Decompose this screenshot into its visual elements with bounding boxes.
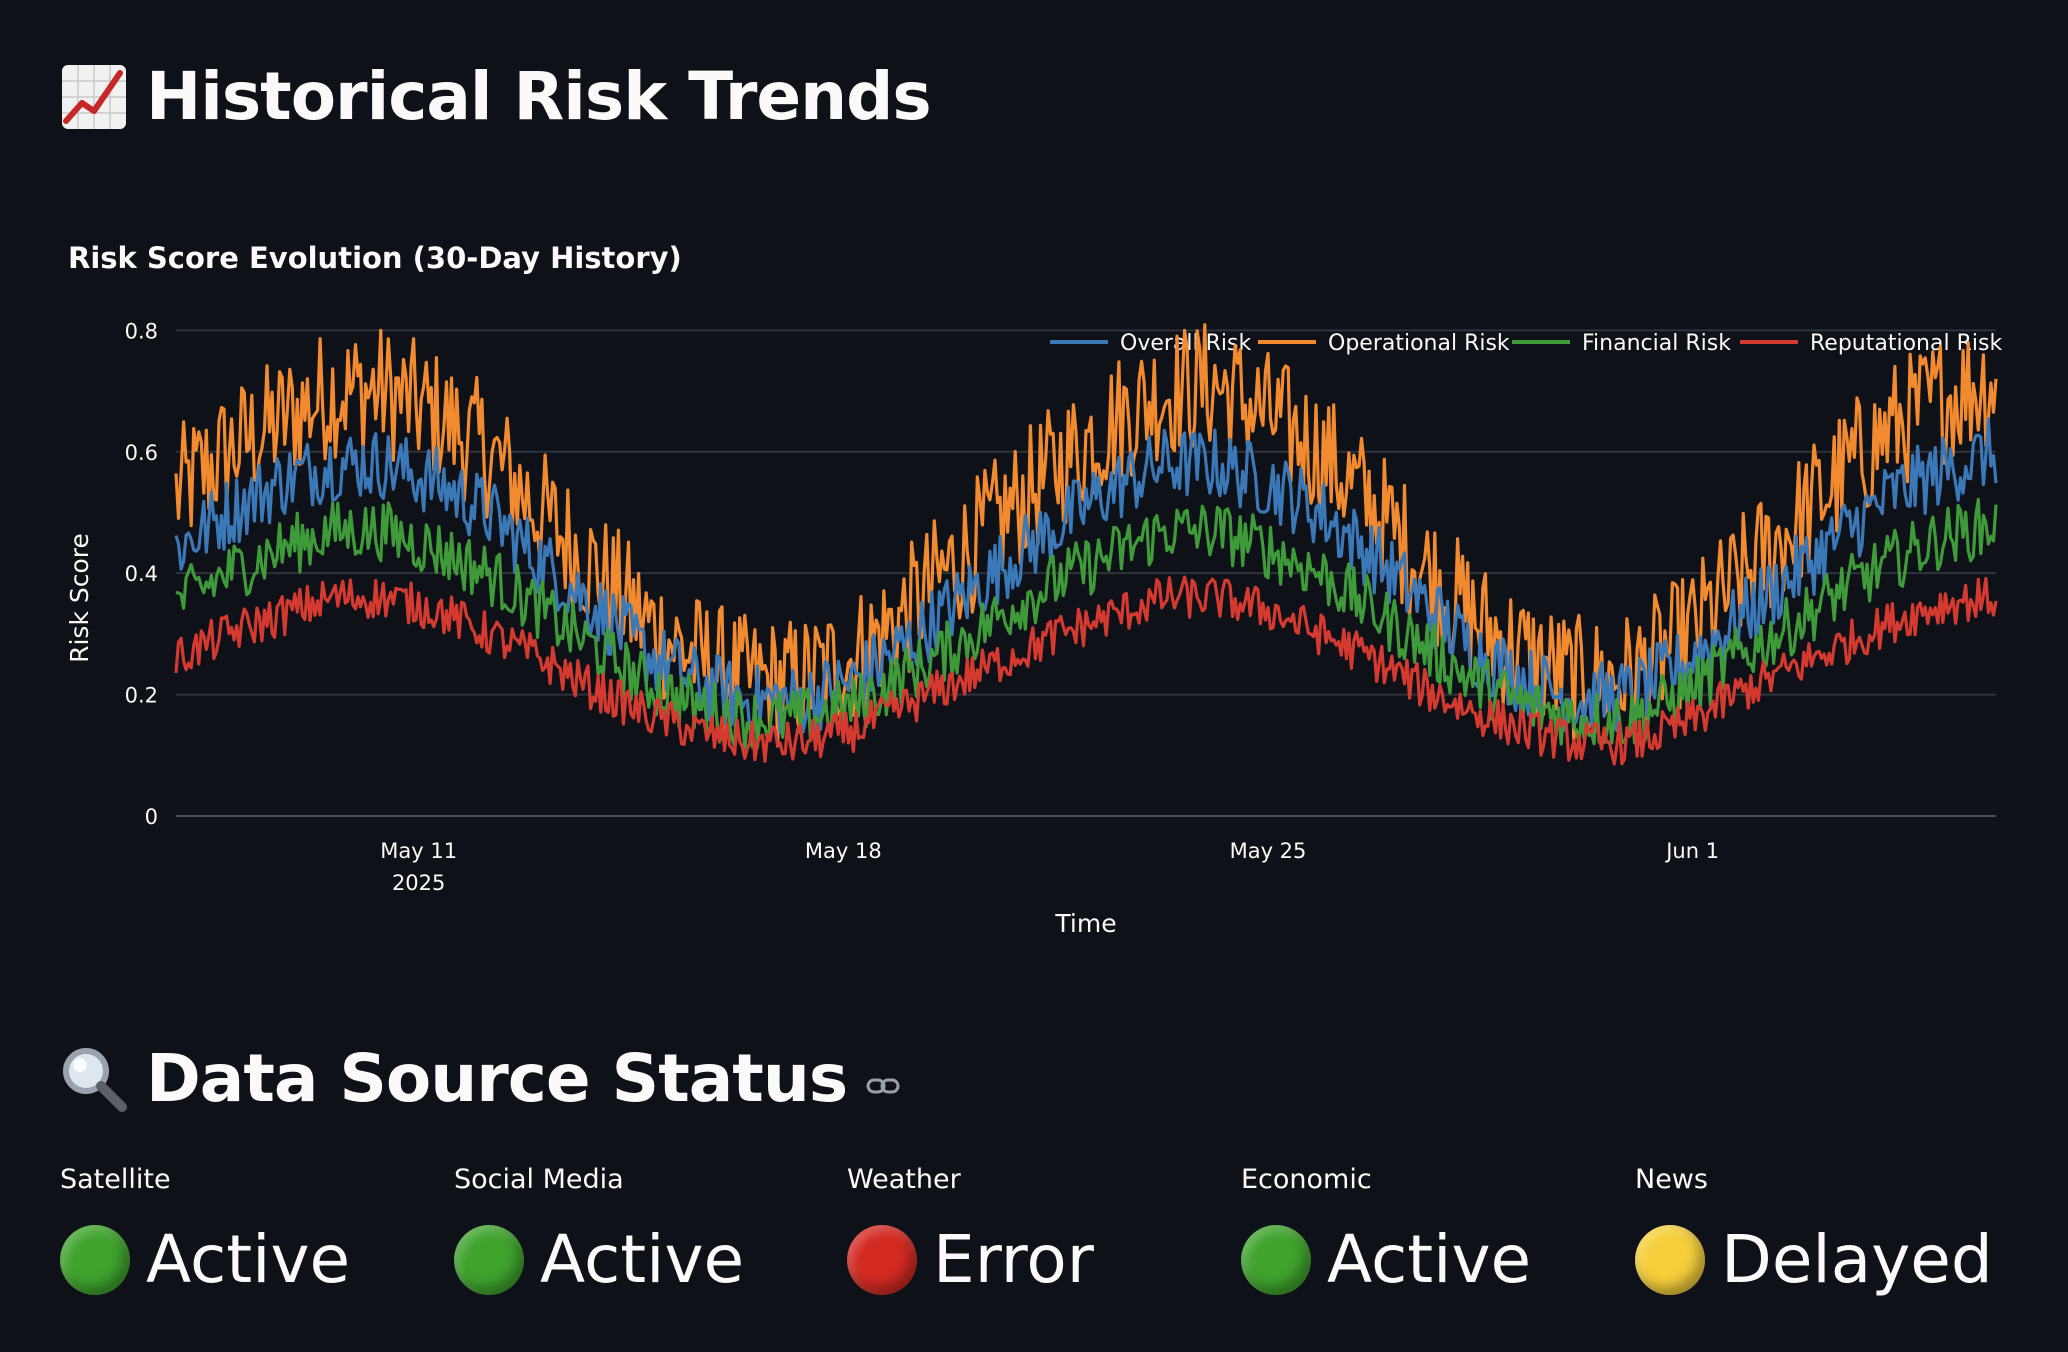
y-tick-label: 0.6: [125, 441, 158, 465]
legend-item[interactable]: Reputational Risk: [1810, 331, 2002, 356]
chart-series: [174, 323, 1998, 766]
legend-item[interactable]: Operational Risk: [1328, 331, 1510, 356]
chart-increasing-icon: [62, 64, 126, 129]
green-circle-icon: [454, 1224, 524, 1295]
series-line: [175, 497, 1998, 750]
y-axis-label: Risk Score: [65, 533, 94, 663]
magnifying-glass-icon: [63, 1047, 127, 1112]
status-label: Economic: [1241, 1164, 1372, 1195]
status-value-row: Active: [1241, 1221, 1531, 1298]
status-economic: Economic Active: [1241, 1164, 1531, 1298]
sources-title: Data Source Status: [146, 1040, 848, 1117]
status-label: Satellite: [60, 1164, 171, 1195]
chart-legend[interactable]: Overall Risk Operational Risk Financial Ri…: [1050, 331, 2002, 356]
status-social-media: Social Media Active: [454, 1164, 744, 1298]
trends-heading: Historical Risk Trends: [60, 58, 932, 135]
status-label: Social Media: [454, 1164, 624, 1195]
series-line: [174, 417, 1998, 737]
status-value: Error: [933, 1221, 1094, 1298]
legend-item[interactable]: Financial Risk: [1582, 331, 1731, 356]
status-value: Active: [540, 1221, 745, 1298]
x-axis-ticks: May 11 2025 May 18 May 25 Jun 1: [380, 839, 1719, 895]
status-value-row: Delayed: [1635, 1221, 1993, 1298]
x-tick-label: Jun 1: [1664, 839, 1719, 863]
series-line: [174, 575, 1998, 766]
trends-title: Historical Risk Trends: [146, 58, 932, 135]
status-value-row: Active: [60, 1221, 350, 1298]
link-icon[interactable]: [865, 1068, 901, 1104]
status-label: Weather: [847, 1164, 961, 1195]
green-circle-icon: [60, 1224, 130, 1295]
y-tick-label: 0.8: [125, 319, 158, 343]
risk-chart-svg: Risk Score Evolution (30-Day History) Ov…: [65, 241, 2002, 938]
x-tick-label: May 18: [805, 839, 882, 863]
x-tick-label: May 11: [380, 839, 457, 863]
status-label: News: [1635, 1164, 1708, 1195]
x-tick-sublabel: 2025: [392, 871, 445, 895]
y-axis-ticks: 0 0.2 0.4 0.6 0.8: [125, 319, 158, 829]
green-circle-icon: [1241, 1224, 1311, 1295]
status-value: Delayed: [1721, 1221, 1993, 1298]
y-tick-label: 0: [145, 805, 158, 829]
y-tick-label: 0.2: [125, 684, 158, 708]
status-satellite: Satellite Active: [60, 1164, 350, 1298]
status-value: Active: [146, 1221, 351, 1298]
y-tick-label: 0.4: [125, 562, 158, 586]
status-value-row: Error: [847, 1221, 1094, 1298]
x-tick-label: May 25: [1230, 839, 1307, 863]
yellow-circle-icon: [1635, 1224, 1705, 1295]
status-news: News Delayed: [1635, 1164, 1993, 1298]
red-circle-icon: [847, 1224, 917, 1295]
chart-title: Risk Score Evolution (30-Day History): [68, 241, 682, 275]
x-axis-label: Time: [1054, 909, 1116, 938]
status-weather: Weather Error: [847, 1164, 1094, 1298]
sources-heading: Data Source Status: [60, 1040, 901, 1117]
series-line: [174, 323, 1998, 748]
risk-chart: Risk Score Evolution (30-Day History) Ov…: [0, 230, 2068, 970]
status-value: Active: [1327, 1221, 1532, 1298]
status-value-row: Active: [454, 1221, 744, 1298]
